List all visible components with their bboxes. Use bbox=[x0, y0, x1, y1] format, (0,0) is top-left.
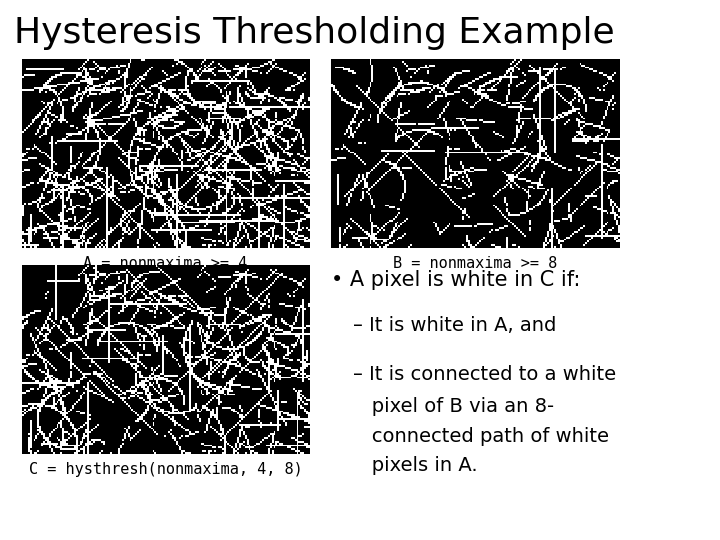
Text: C = hysthresh(nonmaxima, 4, 8): C = hysthresh(nonmaxima, 4, 8) bbox=[29, 462, 302, 477]
Text: A = nonmaxima >= 4: A = nonmaxima >= 4 bbox=[84, 256, 248, 272]
Text: – It is connected to a white: – It is connected to a white bbox=[353, 364, 616, 383]
Text: connected path of white: connected path of white bbox=[353, 427, 609, 446]
Text: – It is white in A, and: – It is white in A, and bbox=[353, 316, 556, 335]
Text: Hysteresis Thresholding Example: Hysteresis Thresholding Example bbox=[14, 16, 615, 50]
Text: pixels in A.: pixels in A. bbox=[353, 456, 477, 475]
Text: • A pixel is white in C if:: • A pixel is white in C if: bbox=[331, 270, 580, 290]
Text: B = nonmaxima >= 8: B = nonmaxima >= 8 bbox=[393, 256, 557, 272]
Text: pixel of B via an 8-: pixel of B via an 8- bbox=[353, 397, 554, 416]
